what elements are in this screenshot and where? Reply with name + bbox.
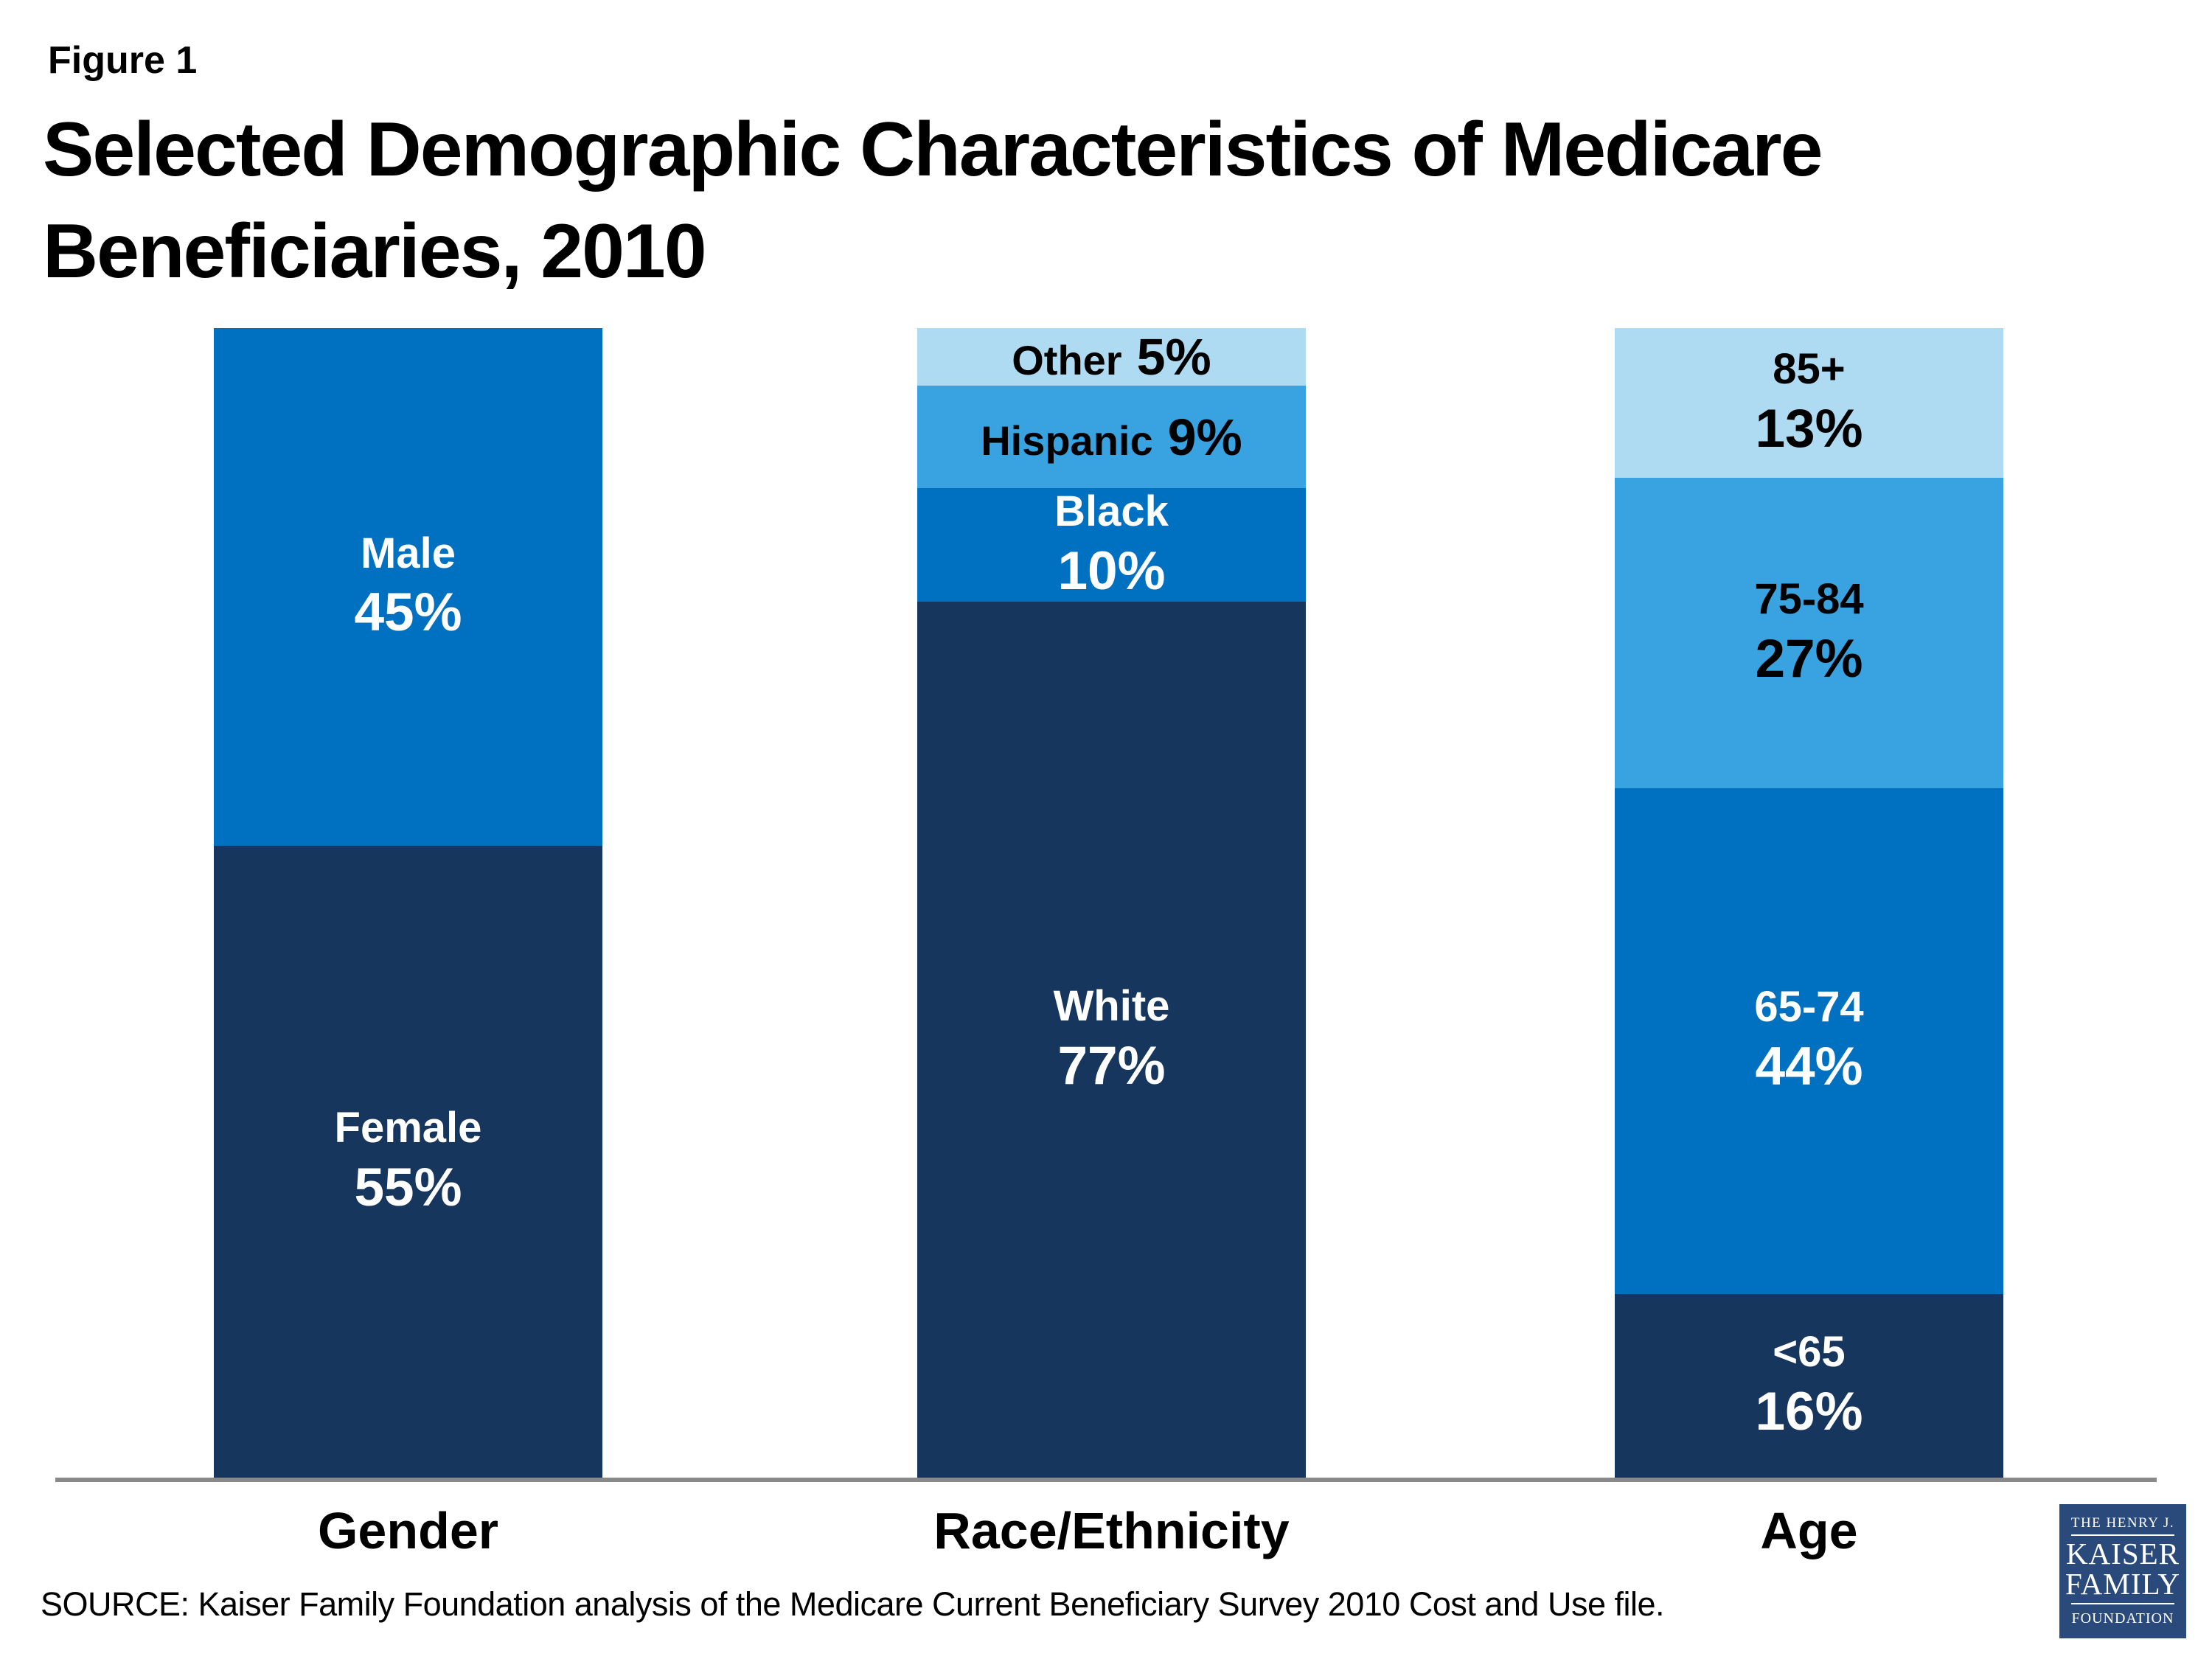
segment-name: Female [334,1104,482,1152]
segment-value: 55% [354,1157,462,1217]
segment-race-ethnicity-white: White 77% [917,602,1306,1478]
page-title: Selected Demographic Characteristics of … [43,99,1823,302]
segment-value: 16% [1755,1381,1863,1441]
segment-label-group: Female 55% [335,1105,482,1217]
figure-number-label: Figure 1 [48,39,198,82]
segment-value: 77% [1057,1035,1166,1096]
segment-age-75-84: 75-84 27% [1615,477,2003,788]
segment-gender-male: Male 45% [214,328,602,846]
segment-name: 85+ [1773,345,1846,394]
segment-name: Hispanic [981,417,1153,464]
axis-label-gender: Gender [317,1502,499,1559]
segment-label-group: Hispanic 9% [981,408,1242,466]
segment-label-group: 75-84 27% [1754,574,1864,689]
segment-name: <65 [1773,1328,1846,1377]
logo-text-henry-j: THE HENRY J. [2070,1514,2175,1531]
segment-value: 45% [354,582,462,643]
axis-label-age: Age [1760,1502,1858,1559]
segment-label-group: White 77% [1053,982,1170,1096]
logo-rule-top [2071,1534,2174,1536]
segment-label-group: 65-74 44% [1754,984,1863,1096]
segment-label-group: Other 5% [1012,328,1211,386]
logo-text-kaiser: KAISER [2065,1536,2180,1571]
logo-text-family: FAMILY [2065,1567,2181,1601]
segment-value: 5% [1136,328,1211,386]
segment-name: Other [1012,337,1122,383]
source-note: SOURCE: Kaiser Family Foundation analysi… [41,1585,1665,1623]
axis-label-race-ethnicity: Race/Ethnicity [933,1502,1290,1559]
segment-name: White [1053,982,1170,1031]
page-title-line-2: Beneficiaries, 2010 [43,209,707,294]
segment-value: 27% [1755,628,1863,689]
segment-name: 75-84 [1754,574,1864,623]
segment-age-65-74: 65-74 44% [1615,787,2003,1294]
segment-label-group: <65 16% [1755,1329,1863,1441]
logo-rule-bottom [2071,1603,2174,1605]
segment-value: 9% [1167,408,1242,466]
page-title-line-1: Selected Demographic Characteristics of … [43,107,1823,192]
x-axis-line [55,1478,2157,1482]
segment-value: 13% [1755,398,1863,459]
bar-age: 85+ 13% 75-84 27% 65-74 44% <65 16% [1615,328,2003,1478]
segment-race-ethnicity-hispanic: Hispanic 9% [917,386,1306,489]
segment-label-group: Black 10% [1054,487,1169,601]
bar-gender: Male 45% Female 55% [214,328,602,1478]
segment-label-group: Male 45% [354,529,462,643]
segment-race-ethnicity-other: Other 5% [917,328,1306,386]
segment-value: 44% [1755,1037,1863,1097]
kff-logo: THE HENRY J. KAISER FAMILY FOUNDATION [2059,1504,2186,1638]
bar-race-ethnicity: Other 5% Hispanic 9% Black 10% White 77% [917,328,1306,1478]
segment-value: 10% [1057,540,1166,601]
segment-label-group: 85+ 13% [1755,347,1863,459]
segment-age-65: <65 16% [1615,1293,2003,1478]
logo-text-foundation: FOUNDATION [2071,1610,2174,1627]
segment-race-ethnicity-black: Black 10% [917,488,1306,602]
segment-name: Male [361,529,456,577]
segment-name: 65-74 [1754,983,1864,1032]
segment-gender-female: Female 55% [214,845,602,1478]
segment-age-85: 85+ 13% [1615,328,2003,478]
segment-name: Black [1054,487,1169,536]
